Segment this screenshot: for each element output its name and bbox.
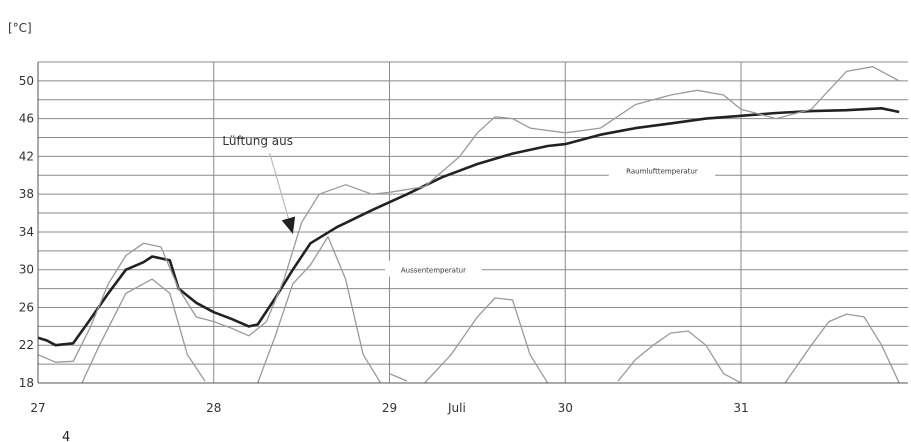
- month-label: Juli: [447, 401, 466, 415]
- x-tick-label: 30: [558, 401, 573, 415]
- grid-lines: [37, 61, 908, 384]
- y-tick-label: 50: [19, 74, 34, 88]
- axis-layer: 18 22 26 30 34 38 42 46 50 27 28 29 30 31: [19, 62, 908, 415]
- annotation-label: Lüftung aus: [222, 134, 293, 148]
- series-line: [37, 66, 900, 363]
- series-line-segment: [81, 278, 206, 384]
- series-0: [37, 107, 900, 347]
- x-tick-label: 28: [206, 401, 221, 415]
- series-line-segment: [617, 330, 742, 384]
- annotation-arrow-head: [281, 216, 296, 234]
- y-axis-unit-label: [°C]: [8, 21, 32, 35]
- annotation-label: Raumlufttemperatur: [626, 168, 698, 176]
- y-tick-label: 30: [19, 263, 34, 277]
- annotation-label-background: [385, 260, 482, 277]
- y-tick-label: 38: [19, 187, 34, 201]
- series-line-segment: [424, 297, 549, 384]
- x-tick-label: 31: [733, 401, 748, 415]
- x-tick-label: 27: [30, 401, 45, 415]
- annotation-label-background: [608, 161, 716, 178]
- y-tick-label: 18: [19, 376, 34, 390]
- annotation-label: Aussentemperatur: [401, 267, 466, 275]
- series-1: [37, 66, 900, 363]
- annotation-layer: Lüftung aus Raumlufttemperatur Aussentempe…: [222, 134, 716, 277]
- series-line-segment: [257, 236, 382, 384]
- y-tick-label: 26: [19, 300, 34, 314]
- y-tick-label: 42: [19, 149, 34, 163]
- y-tick-label: 46: [19, 112, 34, 126]
- y-tick-label: 34: [19, 225, 34, 239]
- page-number: 4: [62, 430, 70, 442]
- series-line-segment: [784, 313, 900, 384]
- series-line: [37, 107, 900, 347]
- series-line-segment: [389, 373, 408, 382]
- y-tick-label: 22: [19, 338, 34, 352]
- series-2: [81, 236, 900, 384]
- x-tick-label: 29: [382, 401, 397, 415]
- series-layer: [37, 66, 900, 384]
